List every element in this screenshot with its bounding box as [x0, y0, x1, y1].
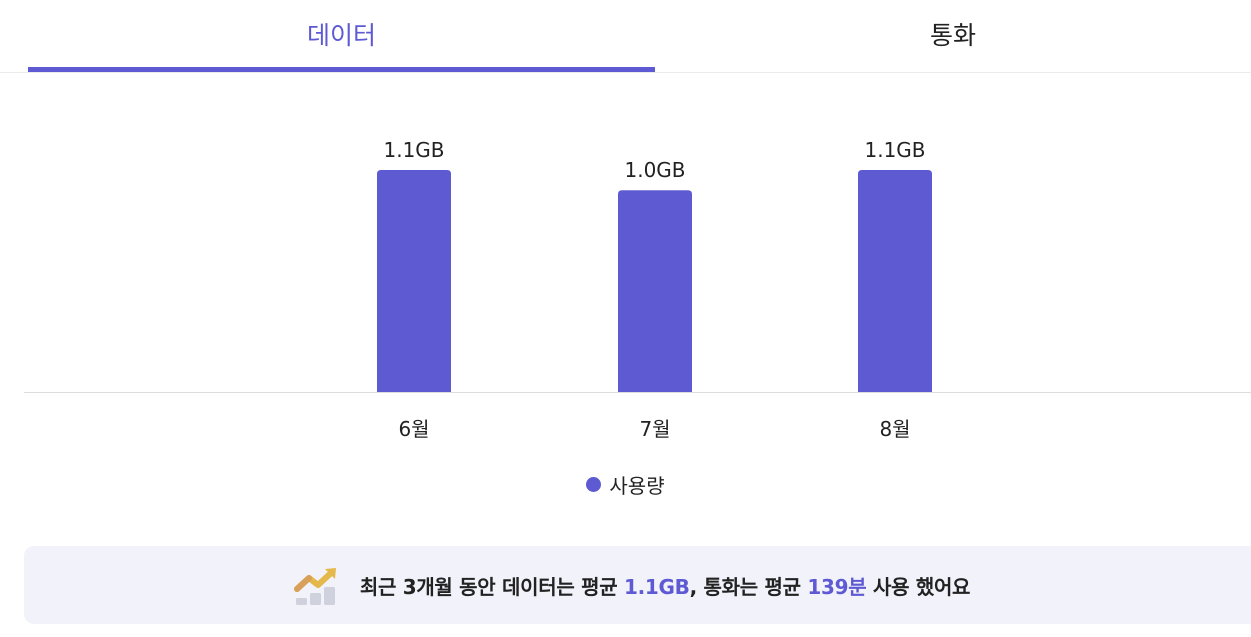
legend-dot-icon: [586, 477, 602, 492]
summary-data-average: 1.1GB: [623, 574, 690, 599]
trend-chart-icon: [293, 568, 336, 605]
summary-prefix: 최근 3개월 동안 데이터는 평균: [359, 574, 624, 599]
tab-call-label: 통화: [929, 21, 976, 50]
bar-value-label-1: 1.1GB: [383, 138, 444, 162]
usage-summary-banner: 최근 3개월 동안 데이터는 평균 1.1GB, 통화는 평균 139분 사용 …: [24, 546, 1251, 624]
usage-bar-chart: 1.1GB 6월 1.0GB 7월 1.1GB 8월: [0, 72, 1251, 532]
tab-data[interactable]: 데이터: [28, 0, 655, 72]
x-tick-label-3: 8월: [879, 417, 910, 441]
legend-label: 사용량: [609, 474, 665, 498]
x-tick-label-1: 6월: [398, 417, 429, 441]
bar-2[interactable]: [618, 190, 692, 392]
tab-call[interactable]: 통화: [655, 0, 1251, 72]
x-tick-label-2: 7월: [639, 417, 670, 441]
bar-value-label-3: 1.1GB: [864, 138, 925, 162]
usage-tabs: 데이터 통화: [0, 0, 1251, 73]
bar-3[interactable]: [858, 170, 932, 392]
chart-canvas: 1.1GB 6월 1.0GB 7월 1.1GB 8월: [24, 138, 1251, 441]
tab-data-label: 데이터: [306, 21, 376, 50]
summary-call-average: 139분: [807, 574, 867, 599]
summary-middle: , 통화는 평균: [689, 574, 808, 599]
summary-suffix: 사용 했어요: [866, 574, 971, 599]
chart-legend: 사용량: [0, 470, 1251, 499]
bar-1[interactable]: [377, 170, 451, 392]
summary-text: 최근 3개월 동안 데이터는 평균 1.1GB, 통화는 평균 139분 사용 …: [359, 571, 971, 600]
bar-value-label-2: 1.0GB: [624, 158, 685, 182]
